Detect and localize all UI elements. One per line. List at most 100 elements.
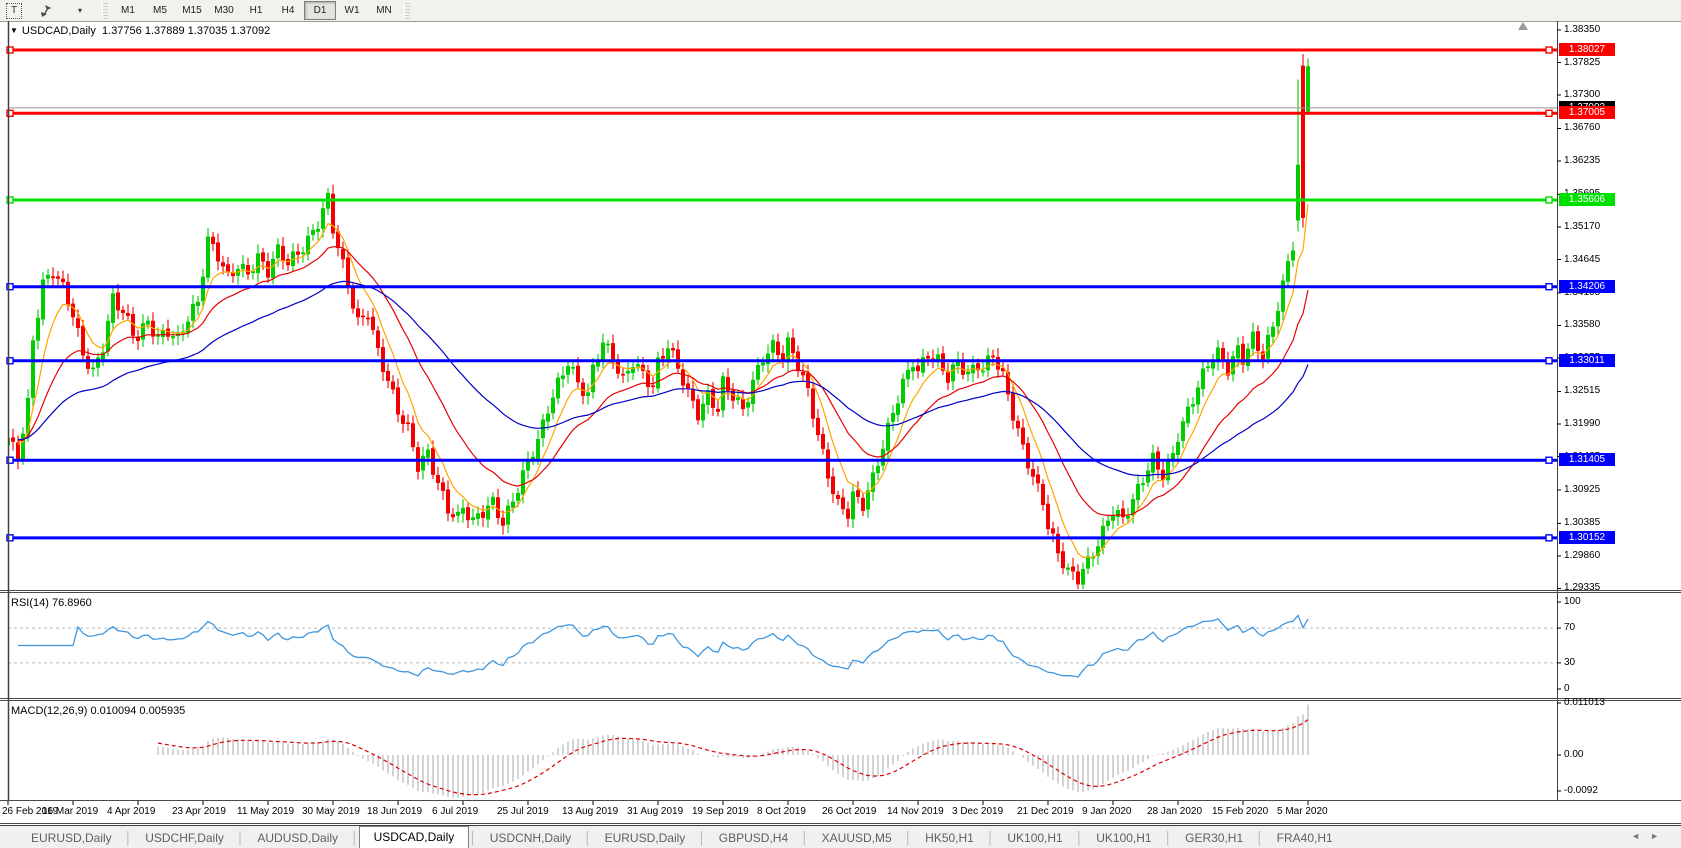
hline-price-tag-1.38027: 1.38027 — [1559, 42, 1615, 56]
timeframe-button-m5[interactable]: M5 — [153, 5, 167, 16]
timeframe-button-d1[interactable]: D1 — [304, 1, 336, 20]
toolbar-gripper — [102, 2, 108, 19]
hline-handle[interactable] — [6, 357, 14, 365]
symbol-tab-xauusd-m5[interactable]: XAUUSD,M5 — [821, 831, 892, 845]
hline-handle[interactable] — [1545, 46, 1553, 54]
symbol-tab-fra40-h1[interactable]: FRA40,H1 — [1276, 831, 1333, 845]
timeframe-button-w1[interactable]: W1 — [344, 5, 360, 16]
macd-axis--0.0092: -0.0092 — [1564, 785, 1598, 796]
hline-handle[interactable] — [1545, 109, 1553, 118]
tab-separator: │ — [986, 831, 995, 845]
price-tick-1.31990: 1.31990 — [1564, 417, 1601, 429]
date-tick-14-Nov-2019: 14 Nov 2019 — [887, 806, 944, 817]
hline-handle[interactable] — [6, 283, 14, 291]
date-tick-26-Feb-2019: 26 Feb 2019 — [2, 806, 59, 817]
tab-separator: │ — [698, 831, 706, 845]
hline-handle[interactable] — [6, 456, 14, 464]
date-tick-25-Jul-2019: 25 Jul 2019 — [497, 806, 549, 817]
hline-price-tag-1.35606: 1.35606 — [1559, 192, 1615, 206]
tab-separator: │ — [801, 831, 809, 845]
rsi-axis-0: 0 — [1564, 683, 1570, 694]
price-tick-1.36760: 1.36760 — [1564, 122, 1601, 134]
macd-indicator-label: MACD(12,26,9) 0.010094 0.005935 — [11, 705, 185, 717]
timeframe-button-group: M1 M5 M15 M30 H1 H4 D1 W1 MN — [112, 1, 400, 20]
hline-price-tag-1.37005: 1.37005 — [1559, 106, 1615, 120]
hline-handle[interactable] — [6, 534, 14, 542]
symbol-tab-uk100-h1[interactable]: UK100,H1 — [1096, 831, 1152, 845]
timeframe-button-m15[interactable]: M15 — [182, 5, 202, 16]
price-tick-1.38350: 1.38350 — [1564, 23, 1601, 35]
macd-axis-0.00: 0.00 — [1564, 749, 1584, 760]
macd-name: MACD(12,26,9) — [11, 705, 88, 717]
price-tick-1.29860: 1.29860 — [1564, 549, 1601, 561]
tab-separator: │ — [1075, 831, 1084, 845]
chart-shift-marker — [1518, 22, 1528, 30]
macd-axis-0.011013: 0.011013 — [1564, 696, 1605, 708]
price-tick-1.37825: 1.37825 — [1564, 56, 1601, 68]
price-tick-1.36235: 1.36235 — [1564, 155, 1601, 166]
toolbar: T ▾ M1 M5 M15 M30 H1 H4 D1 W1 MN — [0, 0, 1681, 22]
price-tick-1.37300: 1.37300 — [1564, 89, 1601, 101]
price-tick-1.32515: 1.32515 — [1564, 385, 1601, 397]
hline-price-tag-1.30152: 1.30152 — [1559, 530, 1615, 544]
date-tick-13-Aug-2019: 13 Aug 2019 — [562, 806, 619, 817]
rsi-axis-100: 100 — [1564, 596, 1581, 607]
hline-handle[interactable] — [1545, 534, 1553, 542]
rsi-axis-30: 30 — [1564, 656, 1576, 668]
symbol-tab-audusd-daily[interactable]: AUDUSD,Daily — [257, 831, 339, 845]
timeframe-button-m1[interactable]: M1 — [121, 5, 135, 16]
symbol-tab-eurusd-daily[interactable]: EURUSD,Daily — [31, 831, 112, 845]
ma-line-20 — [17, 246, 1309, 516]
hline-handle[interactable] — [1545, 283, 1553, 291]
chevron-down-icon[interactable]: ▾ — [77, 6, 82, 15]
rsi-indicator-label: RSI(14) 76.8960 — [11, 597, 92, 609]
hline-handle[interactable] — [1545, 357, 1553, 365]
symbol-tab-usdchf-daily[interactable]: USDCHF,Daily — [145, 831, 224, 845]
hline-handle[interactable] — [6, 46, 14, 54]
date-tick-4-Apr-2019: 4 Apr 2019 — [107, 806, 156, 817]
tab-separator: │ — [1256, 831, 1264, 845]
hline-handle[interactable] — [1545, 456, 1553, 464]
timeframe-button-h4[interactable]: H4 — [281, 5, 295, 16]
price-tick-1.30925: 1.30925 — [1564, 483, 1601, 495]
ma-line-7 — [17, 204, 1309, 559]
cursor-arrows-icon[interactable] — [30, 1, 62, 20]
hline-handle[interactable] — [1545, 196, 1553, 204]
tab-separator: │ — [584, 831, 592, 845]
date-tick-21-Dec-2019: 21 Dec 2019 — [1017, 806, 1074, 817]
price-tick-1.34645: 1.34645 — [1564, 253, 1601, 265]
tab-scroll-left-icon[interactable]: ◄ — [1631, 831, 1651, 841]
symbol-tab-ger30-h1[interactable]: GER30,H1 — [1185, 831, 1244, 845]
date-tick-19-Sep-2019: 19 Sep 2019 — [692, 806, 749, 817]
symbol-tab-gbpusd-h4[interactable]: GBPUSD,H4 — [718, 831, 789, 845]
date-tick-6-Jul-2019: 6 Jul 2019 — [432, 806, 479, 817]
tab-separator: │ — [236, 831, 245, 845]
toolbar-gripper-2 — [404, 2, 410, 19]
hline-handle[interactable] — [6, 196, 14, 204]
date-tick-31-Aug-2019: 31 Aug 2019 — [627, 806, 684, 817]
symbol-tab-eurusd-daily[interactable]: EURUSD,Daily — [604, 831, 686, 845]
symbol-tab-hk50-h1[interactable]: HK50,H1 — [925, 831, 974, 845]
symbol-tab-bar: EURUSD,Daily │ USDCHF,Daily │ AUDUSD,Daily │ U… — [0, 825, 1681, 848]
cursor-arrows-glyph — [41, 4, 51, 17]
date-tick-23-Apr-2019: 23 Apr 2019 — [172, 806, 226, 817]
date-tick-18-Jun-2019: 18 Jun 2019 — [367, 806, 423, 817]
hline-price-tag-1.34206: 1.34206 — [1559, 279, 1615, 293]
symbol-tab-usdcad-daily[interactable]: USDCAD,Daily — [358, 826, 470, 848]
timeframe-button-h1[interactable]: H1 — [249, 5, 263, 16]
hline-price-tag-1.31405: 1.31405 — [1559, 453, 1615, 467]
rsi-axis-70: 70 — [1564, 622, 1576, 634]
date-tick-30-May-2019: 30 May 2019 — [302, 806, 360, 817]
symbol-tab-usdcnh-daily[interactable]: USDCNH,Daily — [489, 831, 572, 845]
timeframe-button-m30[interactable]: M30 — [214, 5, 234, 16]
symbol-tab-uk100-h1[interactable]: UK100,H1 — [1007, 831, 1063, 845]
text-label-tool-button[interactable]: T — [6, 2, 22, 19]
collapse-triangle-icon[interactable]: ▼ — [10, 26, 18, 35]
tab-scroll-right-icon[interactable]: ► — [1650, 831, 1669, 841]
timeframe-button-mn[interactable]: MN — [376, 5, 392, 16]
tab-separator: │ — [904, 831, 913, 845]
hline-handle[interactable] — [6, 109, 14, 118]
date-tick-16-Mar-2019: 16 Mar 2019 — [42, 806, 99, 817]
